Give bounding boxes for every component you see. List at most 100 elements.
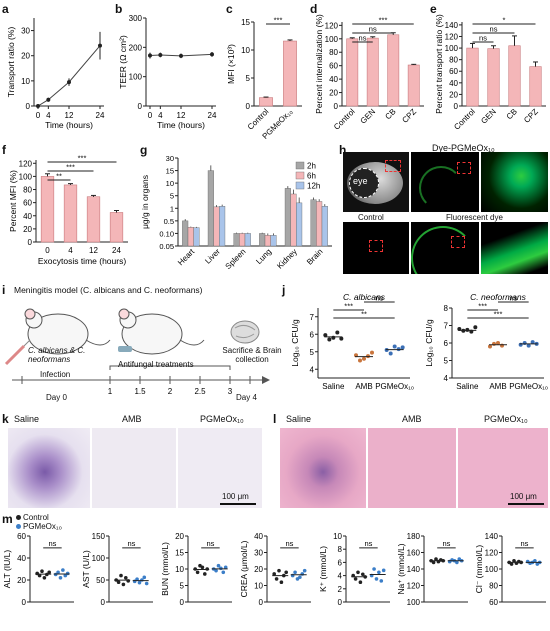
y-tick-label: 0 xyxy=(138,102,143,111)
bar xyxy=(259,97,273,107)
y-axis-label: AST (U/L) xyxy=(81,550,91,588)
y-tick-label: 40 xyxy=(23,212,32,221)
y-tick-label: 20 xyxy=(329,89,338,98)
sig-label: ns xyxy=(48,539,56,548)
sig-label: ns xyxy=(479,34,487,43)
panel-letter-a: a xyxy=(2,2,9,16)
sig-label: ** xyxy=(56,172,62,181)
data-point xyxy=(496,341,500,345)
y-tick-label: 200 xyxy=(129,43,143,52)
bar xyxy=(407,64,420,107)
data-point xyxy=(358,580,363,584)
k-scale-bar: 100 μm xyxy=(222,492,249,501)
data-point xyxy=(142,575,147,580)
y-tick-label: 30 xyxy=(21,27,30,36)
data-point xyxy=(200,565,205,570)
y-tick-label: 10 xyxy=(175,565,184,574)
y-tick-label: 80 xyxy=(329,48,338,57)
data-point xyxy=(36,104,40,108)
data-point xyxy=(144,581,149,586)
sig-label: ns xyxy=(442,539,450,548)
x-tick-label: 12 xyxy=(89,246,98,255)
sig-label: ns xyxy=(520,539,528,548)
i-mouse-left-icon xyxy=(24,308,111,355)
y-tick-label: 40 xyxy=(254,532,263,541)
data-point xyxy=(522,341,527,345)
legend-label: 12h xyxy=(307,182,320,191)
data-point xyxy=(388,351,393,356)
bar xyxy=(487,48,500,107)
sig-label: ns xyxy=(285,539,293,548)
y-tick-label: 100 xyxy=(445,44,459,53)
bar xyxy=(366,37,379,107)
data-point xyxy=(277,568,281,573)
k-pgmeox-image xyxy=(178,428,262,508)
h-control-image xyxy=(343,222,409,274)
data-point xyxy=(203,572,207,576)
x-axis-label: Time (hours) xyxy=(157,120,205,130)
sig-label: *** xyxy=(478,302,487,311)
data-point xyxy=(335,330,340,335)
k-scale-line xyxy=(220,503,256,505)
i-dropper-icon xyxy=(118,346,132,352)
y-tick-label: 140 xyxy=(485,532,499,541)
h-dye-image xyxy=(411,152,479,212)
k-label-saline: Saline xyxy=(14,414,40,424)
x-tick-label: Heart xyxy=(176,247,197,268)
y-tick-label: 8 xyxy=(444,304,449,313)
i-mouse-right-icon xyxy=(118,308,205,355)
y-tick-label: 15 xyxy=(166,167,174,176)
y-axis-label: Percent transport ratio (%) xyxy=(434,14,444,114)
l-pgmeox-image xyxy=(458,428,548,508)
i-treatments-label: Antifungal treatments xyxy=(118,360,194,369)
data-point xyxy=(195,570,200,575)
i-infection-label: Infection xyxy=(40,370,71,379)
data-point xyxy=(331,335,336,340)
bar xyxy=(296,202,303,247)
x-tick-label: GEN xyxy=(359,107,378,126)
y-tick-label: 5 xyxy=(170,192,174,201)
y-tick-label: 60 xyxy=(23,199,32,208)
sig-label: ns xyxy=(206,539,214,548)
y-tick-label: 120 xyxy=(19,159,33,168)
x-tick-label: AMB xyxy=(355,382,372,391)
data-point xyxy=(492,341,496,346)
y-tick-label: 1 xyxy=(170,204,174,213)
bar xyxy=(466,47,479,107)
sig-label: ns xyxy=(490,25,498,34)
y-axis-label: Cl⁻ (mmol/L) xyxy=(474,545,484,594)
bar xyxy=(290,193,297,247)
x-tick-label: 12 xyxy=(65,111,74,120)
data-point xyxy=(381,568,386,573)
y-tick-label: 100 xyxy=(325,35,339,44)
y-axis-label: Transport ratio (%) xyxy=(6,27,16,98)
y-tick-label: 300 xyxy=(129,14,143,23)
y-tick-label: 0.10 xyxy=(159,229,174,238)
data-point xyxy=(42,576,47,580)
data-point xyxy=(465,327,470,332)
y-tick-label: 0 xyxy=(246,102,251,111)
y-tick-label: 0.05 xyxy=(159,242,174,251)
bar xyxy=(244,233,251,247)
panel-letter-f: f xyxy=(2,143,6,157)
y-tick-label: 120 xyxy=(485,549,499,558)
l-amb-image xyxy=(368,428,456,508)
chart-title: C. neoformans xyxy=(470,292,526,302)
panel-letter-b: b xyxy=(115,2,123,16)
bar xyxy=(316,201,323,247)
chart-m-alt: 0 20 40 60 ALT (IU/L) ns xyxy=(2,532,74,607)
y-tick-label: 100 xyxy=(129,73,143,82)
sig-label: ** xyxy=(361,310,367,319)
i-species-label: C. albicans & C. neoformans xyxy=(28,346,86,364)
sig-label: ns xyxy=(364,539,372,548)
data-point xyxy=(530,340,535,345)
bar xyxy=(346,38,359,107)
chart-m-bun: 0 5 10 15 20 BUN (mmol/L) ns xyxy=(160,532,232,607)
sig-label: ns xyxy=(369,25,377,34)
y-tick-label: 7 xyxy=(310,313,315,322)
data-point xyxy=(216,563,221,568)
y-axis-label: BUN (mmol/L) xyxy=(160,542,170,596)
x-tick-label: PGMeOx₁₀ xyxy=(375,382,414,391)
